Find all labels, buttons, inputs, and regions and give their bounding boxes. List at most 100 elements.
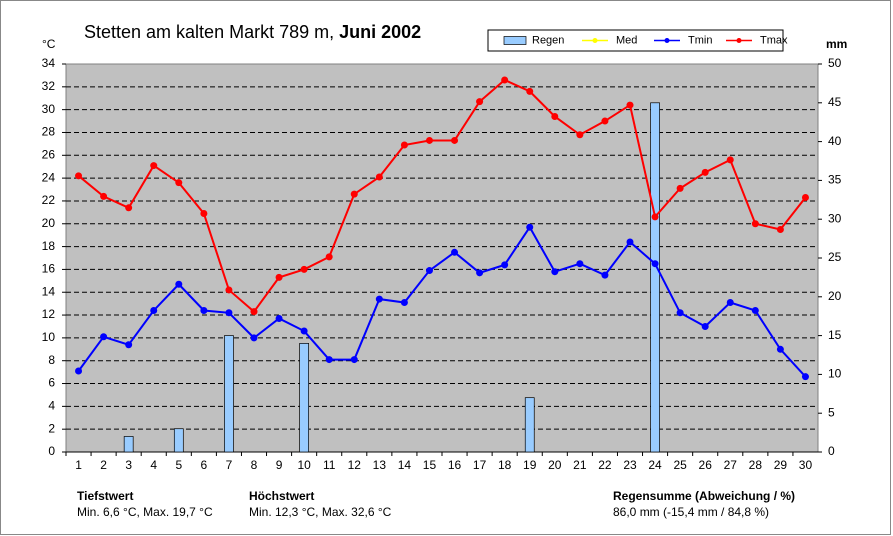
y-tick-label: 24 (42, 170, 56, 184)
y-tick-label: 34 (42, 56, 56, 70)
marker (476, 269, 484, 277)
marker (801, 373, 809, 381)
bar (524, 397, 535, 453)
y-tick-label: 16 (42, 262, 56, 276)
y2-tick-label: 40 (828, 134, 842, 148)
x-tick-label: 25 (673, 458, 687, 472)
marker (651, 260, 659, 268)
marker (451, 136, 459, 144)
marker (300, 265, 308, 273)
bar (650, 102, 660, 453)
y-tick-label: 30 (42, 102, 56, 116)
y-tick-label: 10 (42, 330, 56, 344)
x-tick-label: 6 (201, 458, 208, 472)
x-tick-label: 8 (251, 458, 258, 472)
marker (125, 341, 133, 349)
x-tick-label: 28 (749, 458, 763, 472)
x-tick-label: 24 (648, 458, 662, 472)
legend-label: Regen (532, 34, 564, 46)
x-tick-label: 10 (297, 458, 311, 472)
annotation-title: Regensumme (Abweichung / %) (613, 489, 795, 503)
annotation-text: Min. 12,3 °C, Max. 32,6 °C (249, 505, 392, 519)
y-tick-label: 8 (48, 353, 55, 367)
line (77, 78, 807, 314)
legend-marker (664, 38, 670, 43)
marker (100, 192, 108, 200)
legend-label: Tmax (760, 34, 788, 46)
marker (726, 299, 734, 307)
marker (400, 299, 408, 307)
marker (801, 194, 809, 202)
marker (551, 112, 559, 120)
marker (751, 220, 759, 228)
marker (150, 162, 158, 170)
marker (200, 306, 208, 314)
x-tick-label: 29 (774, 458, 788, 472)
marker (501, 76, 509, 84)
marker (75, 367, 83, 375)
bar (224, 335, 234, 453)
legend (487, 29, 784, 52)
marker (726, 156, 734, 164)
y-tick-label: 2 (48, 421, 55, 435)
marker (451, 248, 459, 256)
x-tick-label: 7 (226, 458, 233, 472)
y2-tick-label: 35 (828, 173, 842, 187)
marker (701, 168, 709, 176)
marker (676, 309, 684, 317)
title-bold: Juni 2002 (339, 22, 421, 42)
marker (150, 306, 158, 314)
marker (776, 345, 784, 353)
y2-tick-label: 50 (828, 56, 842, 70)
plot-area (65, 63, 819, 453)
y-tick-label: 18 (42, 239, 56, 253)
y-tick-label: 20 (42, 216, 56, 230)
marker (576, 131, 584, 139)
marker (250, 308, 258, 316)
y-tick-label: 0 (48, 444, 55, 458)
marker (776, 225, 784, 233)
x-tick-label: 30 (799, 458, 813, 472)
marker (175, 179, 183, 187)
marker (325, 356, 333, 364)
y2-tick-label: 25 (828, 250, 842, 264)
y2-tick-label: 45 (828, 95, 842, 109)
y2-tick-label: 5 (828, 405, 835, 419)
y2-tick-label: 30 (828, 211, 842, 225)
marker (125, 204, 133, 212)
x-tick-label: 14 (398, 458, 412, 472)
legend-label: Tmin (688, 34, 712, 46)
legend-marker (736, 38, 742, 43)
x-tick-label: 22 (598, 458, 612, 472)
marker (100, 333, 108, 341)
legend-marker (592, 38, 598, 43)
x-tick-label: 12 (348, 458, 362, 472)
y-tick-label: 32 (42, 79, 56, 93)
x-tick-label: 9 (276, 458, 283, 472)
marker (375, 173, 383, 181)
x-tick-label: 21 (573, 458, 587, 472)
y-tick-label: 26 (42, 147, 56, 161)
x-tick-label: 2 (100, 458, 107, 472)
marker (576, 260, 584, 268)
legend-swatch (503, 36, 527, 45)
chart-title: Stetten am kalten Markt 789 m, Juni 2002 (84, 22, 421, 42)
marker (601, 271, 609, 279)
x-tick-label: 4 (150, 458, 157, 472)
marker (751, 306, 759, 314)
x-tick-label: 13 (373, 458, 387, 472)
x-tick-label: 17 (473, 458, 487, 472)
marker (350, 356, 358, 364)
y2-tick-label: 0 (828, 444, 835, 458)
x-tick-label: 20 (548, 458, 562, 472)
x-tick-label: 18 (498, 458, 512, 472)
x-tick-label: 27 (724, 458, 738, 472)
y-tick-label: 28 (42, 125, 56, 139)
marker (400, 141, 408, 149)
title-text: Stetten am kalten Markt 789 m, (84, 22, 334, 42)
annotation-text: 86,0 mm (-15,4 mm / 84,8 %) (613, 505, 769, 519)
y2-tick-label: 20 (828, 289, 842, 303)
marker (425, 267, 433, 275)
annotation-text: Min. 6,6 °C, Max. 19,7 °C (77, 505, 213, 519)
